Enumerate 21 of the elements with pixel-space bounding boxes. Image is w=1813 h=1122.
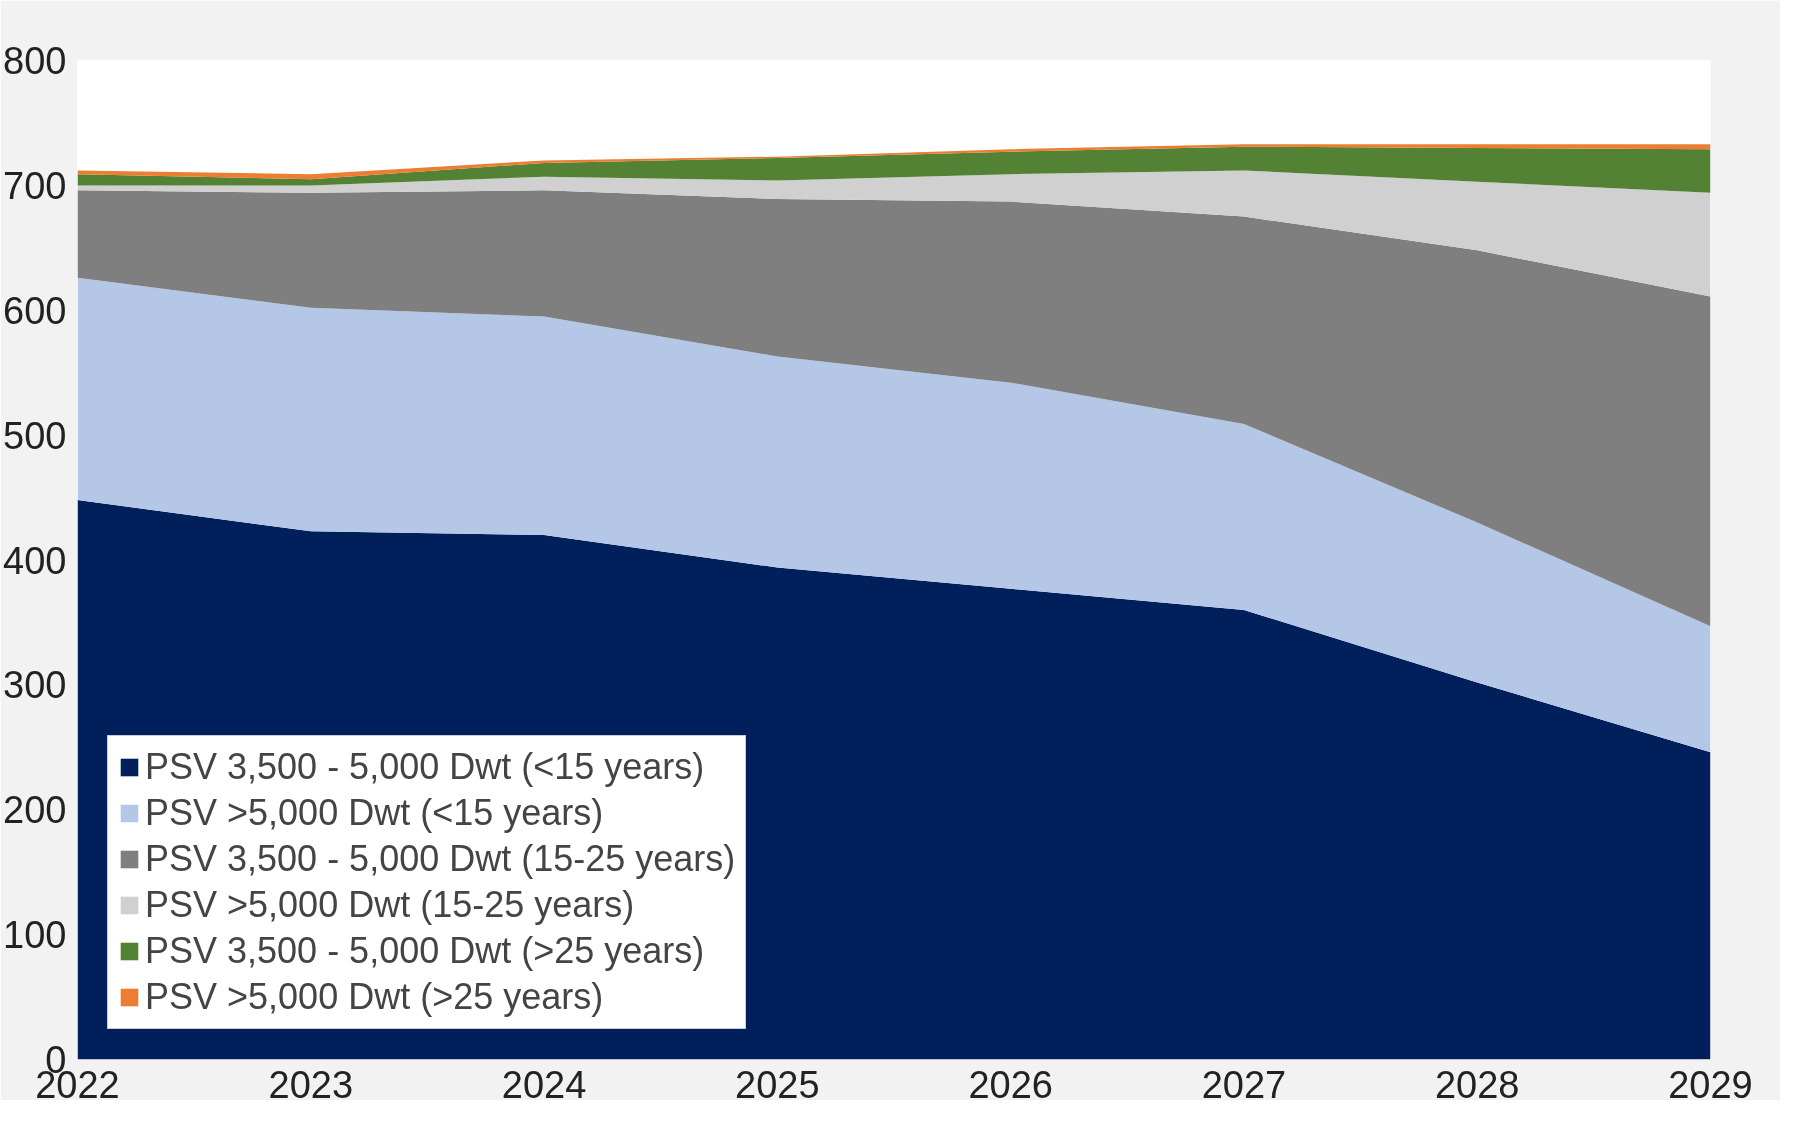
x-tick-label: 2024 <box>501 1063 587 1106</box>
y-tick-label: 200 <box>3 789 67 832</box>
x-tick-label: 2026 <box>968 1063 1053 1106</box>
x-tick-label: 2028 <box>1434 1063 1520 1106</box>
y-tick-label: 400 <box>3 539 67 582</box>
y-tick-label: 700 <box>3 164 67 207</box>
x-tick-label: 2029 <box>1668 1063 1753 1106</box>
legend-label: PSV 3,500 - 5,000 Dwt (15-25 years) <box>145 838 736 880</box>
y-tick-label: 300 <box>3 664 67 707</box>
legend-label: PSV >5,000 Dwt (15-25 years) <box>145 884 635 926</box>
y-tick-label: 100 <box>3 914 67 957</box>
legend-label: PSV >5,000 Dwt (<15 years) <box>145 792 604 834</box>
x-tick-label: 2027 <box>1201 1063 1287 1106</box>
y-tick-label: 600 <box>3 289 67 332</box>
legend-label: PSV >5,000 Dwt (>25 years) <box>145 976 604 1018</box>
y-tick-label: 500 <box>3 414 67 457</box>
x-tick-label: 2023 <box>268 1063 354 1106</box>
x-tick-label: 2025 <box>735 1063 820 1106</box>
legend-label: PSV 3,500 - 5,000 Dwt (<15 years) <box>145 746 705 788</box>
y-tick-label: 800 <box>3 40 67 82</box>
legend-label: PSV 3,500 - 5,000 Dwt (>25 years) <box>145 930 705 972</box>
